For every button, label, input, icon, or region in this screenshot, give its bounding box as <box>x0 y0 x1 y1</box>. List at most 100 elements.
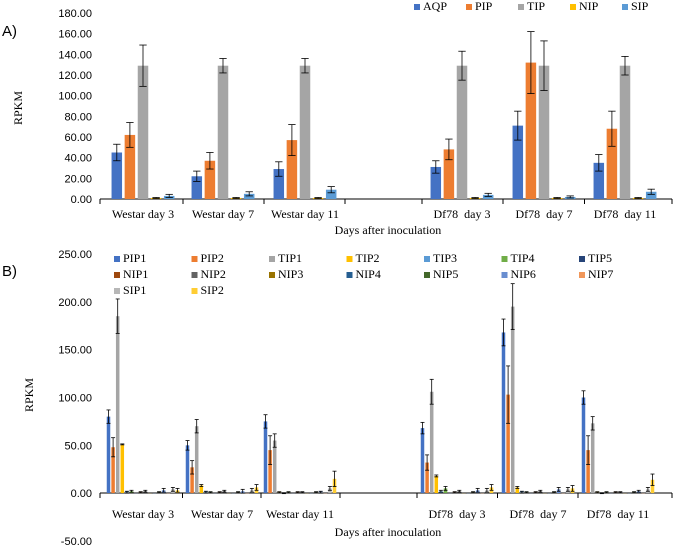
legend-swatch-tip4 <box>501 256 508 262</box>
error-bar <box>277 491 282 494</box>
legend-label-pip2: PIP2 <box>201 251 224 265</box>
error-bar <box>647 188 655 195</box>
error-bar <box>254 484 259 491</box>
error-bar <box>281 492 286 495</box>
legend-swatch-nip4 <box>346 272 353 278</box>
bar-tip <box>538 65 550 199</box>
y-tick-label: 180.00 <box>58 8 92 20</box>
panel-b-label: B) <box>2 263 17 280</box>
panel-a-ylabel: RPKM <box>11 91 25 125</box>
error-bar <box>165 193 173 198</box>
bar-tip1 <box>115 316 120 493</box>
error-bar <box>618 491 623 494</box>
error-bar <box>515 486 520 489</box>
error-bar <box>139 44 147 87</box>
bar-tip <box>299 65 311 199</box>
category-label: Westar day 11 <box>271 207 339 221</box>
legend-swatch-nip6 <box>501 272 508 278</box>
legend-swatch-tip5 <box>579 256 585 262</box>
error-bar <box>236 491 241 494</box>
bar-pip1 <box>501 332 506 493</box>
y-tick-label: 200.00 <box>58 297 92 309</box>
y-tick-label: 150.00 <box>58 345 92 357</box>
error-bar <box>484 192 492 197</box>
error-bar <box>510 283 515 330</box>
bar-tip <box>456 65 468 199</box>
bar-pip2 <box>111 447 115 493</box>
legend-swatch-nip3 <box>269 272 275 278</box>
legend-swatch-nip <box>570 4 576 10</box>
error-bar <box>115 298 120 334</box>
y-tick-label: 100.00 <box>58 91 92 103</box>
error-bar <box>120 443 125 446</box>
legend-label-nip2: NIP2 <box>201 267 226 281</box>
y-tick-label: 250.00 <box>58 249 92 261</box>
error-bar <box>604 491 609 494</box>
error-bar <box>203 490 208 494</box>
error-bar <box>565 487 570 492</box>
error-bar <box>314 197 322 199</box>
error-bar <box>219 58 227 74</box>
legend-label-nip3: NIP3 <box>278 267 303 281</box>
error-bar <box>143 489 148 493</box>
legend-swatch-sip <box>622 4 628 10</box>
error-bar <box>438 489 443 493</box>
error-bar <box>327 186 335 194</box>
bar-pip <box>443 149 455 199</box>
bar-pip <box>124 134 136 199</box>
legend-swatch-sip1 <box>114 288 120 294</box>
bar-sip <box>243 193 255 199</box>
error-bar <box>457 489 462 493</box>
error-bar <box>327 486 332 491</box>
error-bar <box>126 122 134 148</box>
bar-pip <box>204 160 216 199</box>
error-bar <box>475 487 480 493</box>
error-bar <box>540 40 548 91</box>
legend-label-nip1: NIP1 <box>123 267 148 281</box>
bar-pip <box>606 128 618 199</box>
y-tick-label: 140.00 <box>58 49 92 61</box>
panel-b-xlabel: Days after inoculation <box>335 525 442 539</box>
error-bar <box>275 161 283 177</box>
error-bar <box>458 50 466 81</box>
legend-swatch-pip1 <box>114 256 120 262</box>
error-bar <box>193 170 201 182</box>
legend-swatch-tip3 <box>424 256 430 262</box>
error-bar <box>445 138 453 161</box>
error-bar <box>621 56 629 76</box>
error-bar <box>590 416 595 431</box>
y-tick-label: 20.00 <box>64 173 92 185</box>
bar-tip2 <box>434 475 439 493</box>
error-bar <box>240 488 245 494</box>
panel-a-xlabel: Days after inoculation <box>335 223 442 237</box>
bar-tip2 <box>199 485 204 493</box>
error-bar <box>152 197 160 199</box>
error-bar <box>113 143 121 162</box>
error-bar <box>443 486 448 491</box>
legend-label-tip2: TIP2 <box>356 251 380 265</box>
legend-swatch-tip <box>518 4 524 10</box>
error-bar <box>286 491 291 494</box>
legend-label-nip5: NIP5 <box>433 267 458 281</box>
category-label: Df78 day 11 <box>594 207 657 221</box>
bar-tip <box>217 65 229 199</box>
legend-label-nip4: NIP4 <box>356 267 381 281</box>
error-bar <box>217 491 222 494</box>
legend-swatch-tip2 <box>346 256 353 262</box>
y-tick-label: 80.00 <box>64 111 92 123</box>
legend-label-tip1: TIP1 <box>278 251 302 265</box>
legend-label-aqp: AQP <box>423 0 447 13</box>
y-tick-label: 120.00 <box>58 70 92 82</box>
error-bar <box>111 437 116 458</box>
error-bar <box>566 195 574 199</box>
legend-swatch-nip2 <box>191 272 198 278</box>
error-bar <box>249 487 254 493</box>
legend-swatch-nip1 <box>114 272 120 278</box>
bar-aqp <box>430 166 442 199</box>
error-bar <box>552 491 557 494</box>
bar-sip <box>482 194 494 199</box>
error-bar <box>425 454 430 471</box>
category-label: Df78 day 7 <box>516 207 573 221</box>
error-bar <box>314 491 319 494</box>
